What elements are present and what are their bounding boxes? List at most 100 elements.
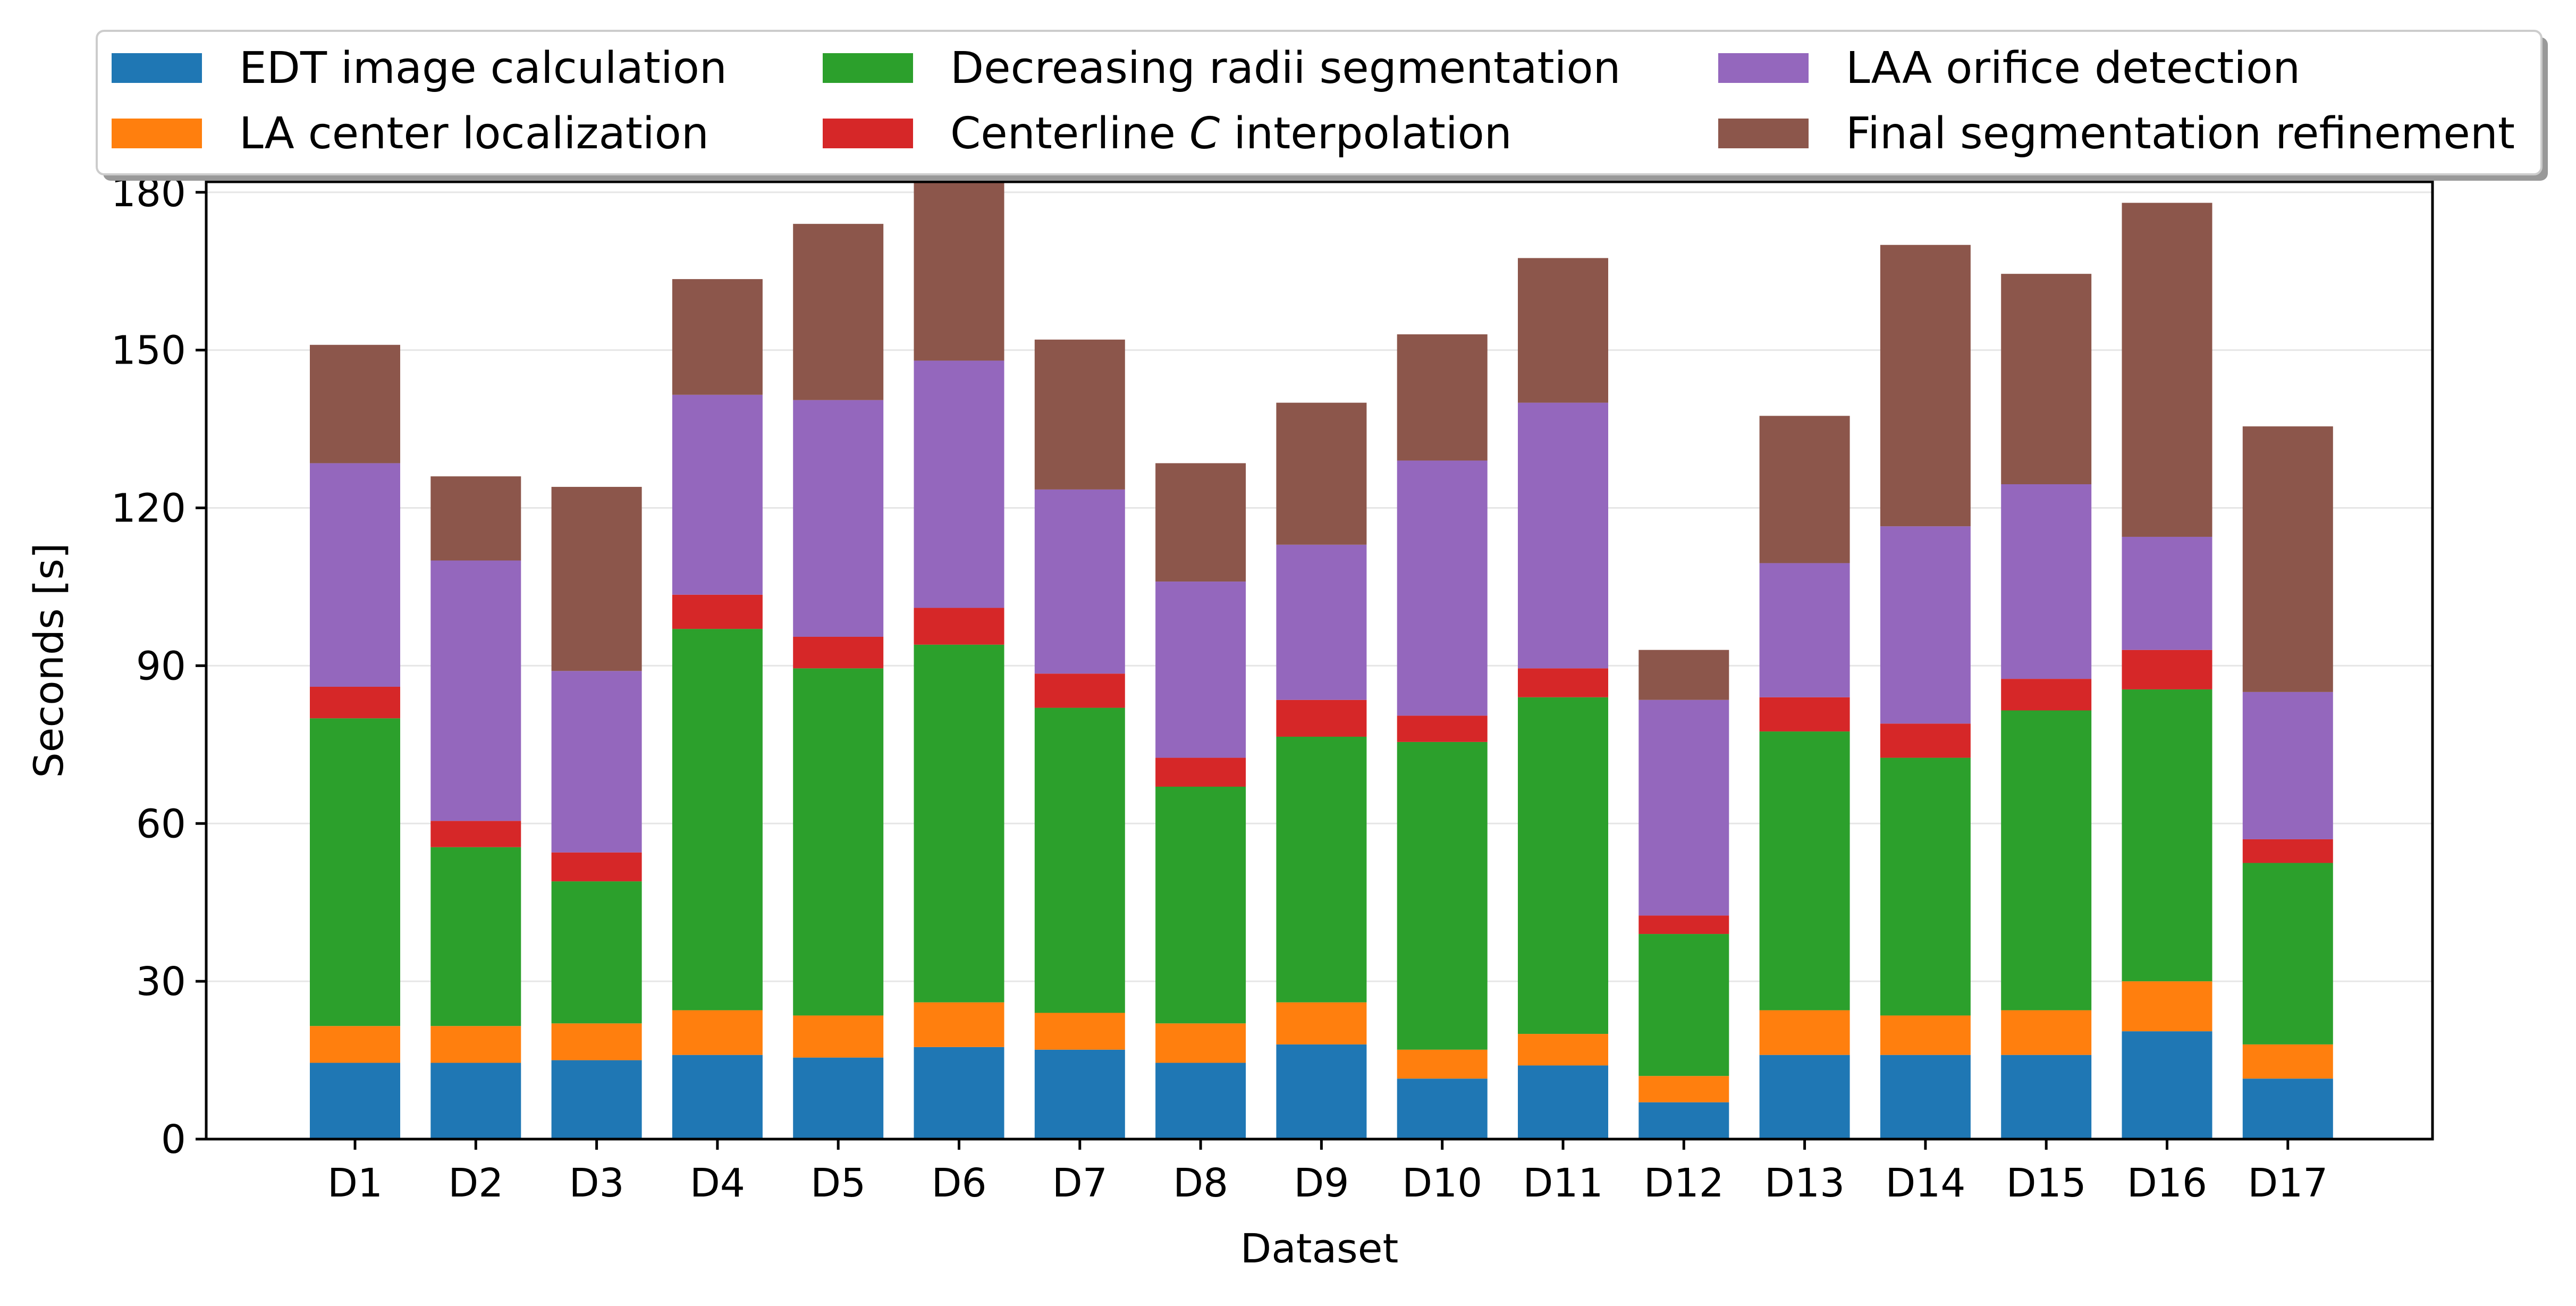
legend-label: EDT image calculation [239, 43, 727, 94]
bar-segment [2242, 426, 2333, 692]
bar-segment [2122, 689, 2212, 982]
bar-segment [2001, 710, 2092, 1010]
bar-segment [672, 394, 763, 595]
bar-segment [1638, 1102, 1729, 1139]
bar-segment [1034, 707, 1125, 1013]
bar-segment [1518, 1034, 1608, 1066]
legend-swatch [112, 119, 202, 148]
bar-segment [310, 1026, 400, 1063]
bar-segment [551, 1023, 642, 1060]
bar-segment [2122, 203, 2212, 537]
bar-segment [1880, 723, 1971, 758]
bar-segment [2001, 1010, 2092, 1055]
legend-label: Decreasing radii segmentation [950, 43, 1621, 94]
y-tick-label: 60 [136, 801, 186, 847]
bar-segment [430, 1063, 521, 1139]
bar-segment [1034, 1013, 1125, 1050]
x-tick-label: D2 [448, 1160, 503, 1206]
bar-segment [2001, 274, 2092, 484]
bar-segment [1638, 915, 1729, 934]
bar-segment [1759, 563, 1850, 697]
bar-segment [1155, 786, 1246, 1024]
bar-segment [672, 1010, 763, 1055]
y-tick-label: 0 [161, 1117, 186, 1162]
bar-segment [2242, 692, 2333, 839]
x-tick-label: D5 [810, 1160, 866, 1206]
bar-segment [430, 560, 521, 821]
bar-segment [551, 486, 642, 671]
bar-segment [914, 608, 1004, 645]
bar-segment [430, 1026, 521, 1063]
bar-segment [1276, 1044, 1367, 1139]
y-tick-label: 150 [111, 328, 186, 374]
bar-segment [1276, 700, 1367, 737]
bar-segment [1397, 715, 1488, 742]
bar-segment [1759, 731, 1850, 1010]
x-axis-label: Dataset [1240, 1225, 1399, 1272]
legend-swatch [823, 119, 913, 148]
bar-segment [1397, 334, 1488, 461]
x-tick-label: D9 [1294, 1160, 1349, 1206]
legend-box [96, 30, 2543, 175]
bar-segment [793, 224, 884, 400]
bar-segment [793, 400, 884, 637]
legend-label: Final segmentation refinement [1846, 108, 2515, 159]
bar-segment [1759, 1010, 1850, 1055]
bar-segment [1638, 934, 1729, 1076]
x-tick-label: D14 [1885, 1160, 1965, 1206]
bars [310, 182, 2333, 1139]
bar-segment [1276, 402, 1367, 545]
bar-segment [1638, 1076, 1729, 1102]
x-tick-label: D3 [569, 1160, 624, 1206]
bar-segment [551, 852, 642, 882]
bar-segment [2001, 679, 2092, 711]
bar-segment [1759, 416, 1850, 563]
bar-segment [1759, 697, 1850, 732]
legend-label: Centerline C interpolation [950, 108, 1512, 159]
bar-segment [1034, 339, 1125, 490]
bar-segment [1155, 1063, 1246, 1139]
bar-segment [2122, 650, 2212, 689]
bar-segment [1155, 757, 1246, 787]
bar-segment [2242, 1044, 2333, 1079]
y-tick-label: 30 [136, 959, 186, 1005]
bar-segment [1638, 650, 1729, 700]
bar-segment [430, 821, 521, 847]
bar-segment [1155, 463, 1246, 582]
x-axis: D1 D2 D3 D4 D5 D6 D7 D8 D9 D10 D11 D12 D13 D14 D15 D16 D… [327, 1139, 2328, 1206]
bar-segment [2122, 536, 2212, 650]
bar-segment [793, 1015, 884, 1058]
bar-segment [1397, 742, 1488, 1050]
legend: EDT image calculation LA center localizat… [96, 30, 2548, 181]
bar-segment [551, 1060, 642, 1139]
x-tick-label: D11 [1523, 1160, 1603, 1206]
bar-segment [1638, 700, 1729, 916]
bar-segment [793, 636, 884, 669]
bar-segment [914, 1002, 1004, 1047]
bar-segment [1880, 526, 1971, 724]
bar-segment [1518, 668, 1608, 697]
bar-segment [914, 182, 1004, 361]
bar-segment [1880, 1015, 1971, 1055]
y-tick-label: 120 [111, 486, 186, 532]
bar-segment [1276, 1002, 1367, 1044]
bar-segment [2122, 1031, 2212, 1139]
bar-segment [1518, 1065, 1608, 1139]
bar-segment [1518, 402, 1608, 669]
bar-segment [1276, 736, 1367, 1002]
bar-segment [1880, 245, 1971, 527]
bar-segment [914, 644, 1004, 1002]
bar-segment [2122, 981, 2212, 1032]
x-tick-label: D4 [690, 1160, 745, 1206]
x-tick-label: D12 [1644, 1160, 1724, 1206]
bar-segment [793, 668, 884, 1016]
bar-segment [1276, 544, 1367, 700]
legend-label: LA center localization [239, 108, 709, 159]
bar-segment [672, 594, 763, 629]
y-tick-label: 90 [136, 643, 186, 689]
x-tick-label: D16 [2127, 1160, 2207, 1206]
bar-segment [1397, 460, 1488, 716]
bar-segment [310, 686, 400, 719]
